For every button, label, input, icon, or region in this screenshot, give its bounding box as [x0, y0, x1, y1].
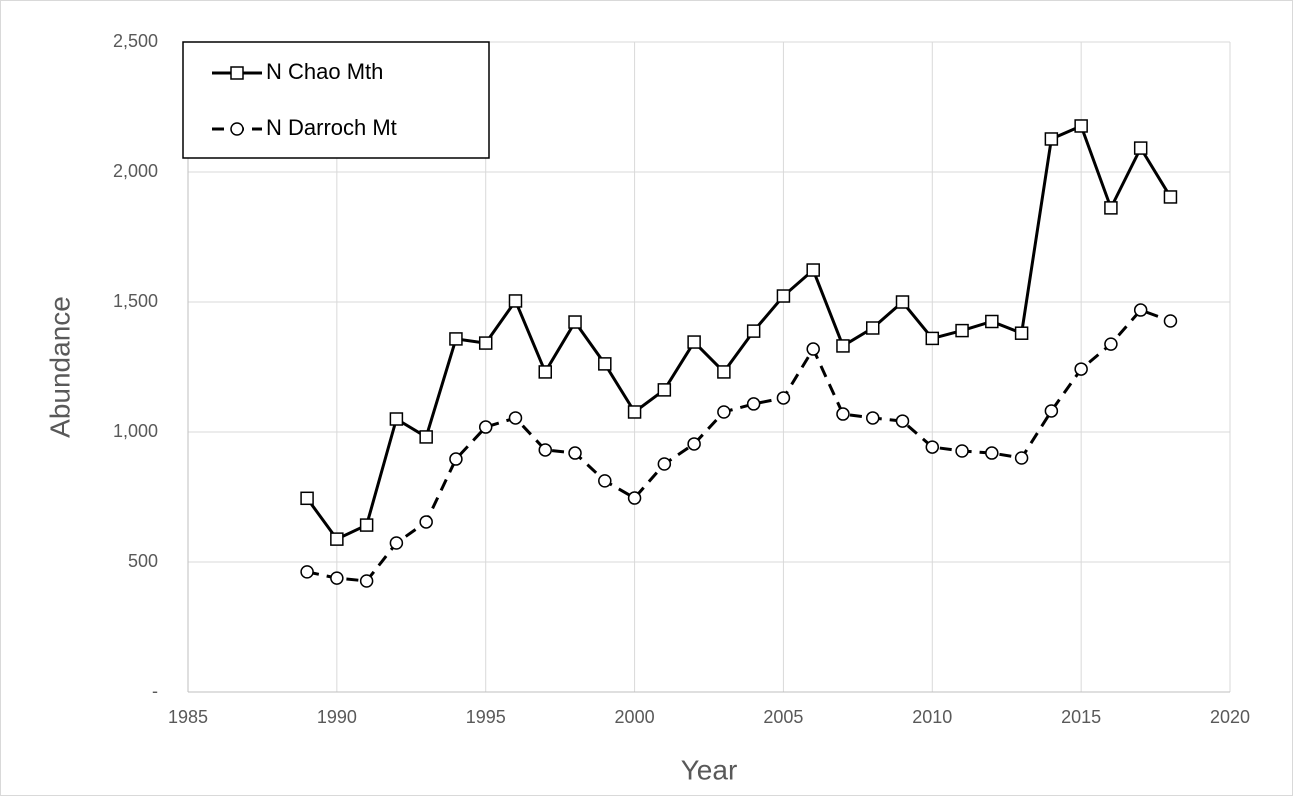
marker	[895, 295, 910, 309]
marker	[568, 446, 582, 460]
marker	[1163, 190, 1178, 204]
marker	[836, 339, 850, 353]
marker	[1133, 141, 1148, 155]
marker	[389, 412, 404, 426]
x-tick-label: 2020	[1210, 707, 1250, 727]
series-line	[306, 308, 1171, 583]
marker	[1014, 451, 1029, 465]
marker	[925, 331, 940, 346]
marker	[1044, 404, 1059, 418]
marker	[865, 321, 880, 335]
marker	[478, 336, 493, 350]
marker	[449, 452, 463, 466]
y-tick-label: 2,000	[113, 161, 158, 181]
marker	[330, 571, 344, 585]
marker	[895, 414, 910, 428]
marker	[717, 405, 731, 419]
y-axis-title: Abundance	[44, 296, 75, 438]
marker	[776, 391, 791, 405]
marker	[419, 515, 433, 529]
marker	[508, 294, 523, 308]
marker	[746, 397, 761, 411]
marker	[985, 446, 999, 460]
x-tick-label: 2010	[912, 707, 952, 727]
legend: N Chao Mth N Darroch Mt	[182, 41, 490, 159]
marker	[806, 342, 820, 356]
x-axis-title: Year	[681, 754, 738, 785]
marker	[1163, 314, 1178, 328]
legend-box	[182, 41, 490, 159]
x-tick-label: 2000	[615, 707, 655, 727]
marker	[359, 518, 374, 532]
marker	[598, 474, 612, 488]
y-tick-label: 1,500	[113, 291, 158, 311]
marker	[1104, 201, 1118, 215]
legend-marker	[230, 122, 244, 136]
marker	[419, 430, 433, 444]
marker	[746, 324, 761, 338]
x-tick-label: 1990	[317, 707, 357, 727]
marker	[955, 444, 969, 458]
legend-label: N Chao Mth	[266, 59, 383, 84]
marker	[836, 407, 850, 421]
marker	[1074, 119, 1088, 133]
x-tick-label: 1995	[466, 707, 506, 727]
marker	[1133, 303, 1148, 317]
marker	[598, 357, 612, 371]
marker	[1074, 362, 1088, 376]
marker	[1014, 326, 1029, 340]
marker	[657, 457, 672, 471]
marker	[627, 491, 642, 505]
marker	[478, 420, 493, 434]
marker	[508, 411, 523, 425]
marker	[389, 536, 404, 550]
marker	[717, 365, 731, 379]
y-tick-label: 500	[128, 551, 158, 571]
legend-label: N Darroch Mt	[266, 115, 397, 140]
x-tick-label: 2015	[1061, 707, 1101, 727]
marker	[538, 443, 553, 457]
marker	[538, 365, 553, 379]
marker	[1044, 132, 1059, 146]
marker	[865, 411, 880, 425]
marker	[925, 440, 940, 454]
marker	[806, 263, 820, 277]
series-line	[305, 123, 1172, 542]
marker	[1104, 337, 1118, 351]
marker	[776, 289, 791, 303]
x-tick-label: 2005	[763, 707, 803, 727]
marker	[359, 574, 374, 588]
y-tick-label: -	[152, 681, 158, 701]
marker	[300, 491, 314, 506]
marker	[449, 332, 463, 346]
y-tick-label: 1,000	[113, 421, 158, 441]
marker	[568, 315, 582, 329]
legend-marker	[230, 66, 244, 80]
marker	[687, 335, 701, 349]
marker	[330, 532, 344, 546]
marker	[985, 314, 999, 329]
y-tick-label: 2,500	[113, 31, 158, 51]
marker	[955, 323, 969, 338]
marker	[687, 437, 701, 451]
marker	[657, 383, 672, 397]
marker	[300, 565, 314, 579]
x-tick-label: 1985	[168, 707, 208, 727]
marker	[627, 405, 642, 419]
